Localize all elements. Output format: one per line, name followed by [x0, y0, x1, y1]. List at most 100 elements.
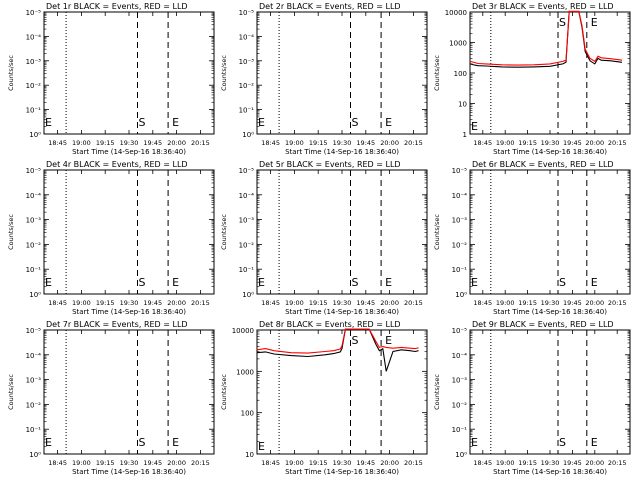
x-axis-label: Start Time (14-Sep-16 18:36:40) — [72, 308, 186, 316]
marker-label-2: S — [139, 276, 146, 289]
panel-title: Det 7r BLACK = Events, RED = LLD — [46, 320, 188, 329]
marker-label-2: S — [559, 276, 566, 289]
plot-frame — [469, 169, 631, 295]
y-tick-label: 10⁻⁵ — [26, 167, 42, 175]
x-tick-label: 19:15 — [309, 459, 328, 467]
x-tick-label: 20:15 — [608, 139, 627, 147]
y-tick-label: 10⁻² — [452, 401, 468, 409]
y-tick-label: 10⁻² — [26, 241, 42, 249]
marker-label-1: E — [258, 276, 265, 289]
panel-title: Det 2r BLACK = Events, RED = LLD — [259, 2, 401, 11]
marker-label-3: E — [172, 436, 179, 449]
y-tick-label: 10⁻³ — [239, 58, 255, 66]
x-tick-label: 18:45 — [48, 459, 67, 467]
plot-frame — [43, 11, 215, 135]
x-tick-label: 20:15 — [608, 459, 627, 467]
x-tick-label: 19:00 — [285, 139, 304, 147]
x-tick-label: 20:15 — [191, 299, 210, 307]
y-tick-label: 10⁻² — [239, 241, 255, 249]
x-tick-label: 19:45 — [356, 139, 375, 147]
x-tick-label: 19:45 — [143, 299, 162, 307]
y-tick-label: 10000 — [232, 327, 254, 335]
marker-label-1: E — [471, 120, 478, 133]
y-tick-label: 10⁰ — [29, 131, 41, 139]
panel-7: Det 7r BLACK = Events, RED = LLD Start Ti… — [7, 320, 215, 476]
y-tick-label: 10⁰ — [455, 451, 467, 459]
x-axis-label: Start Time (14-Sep-16 18:36:40) — [285, 308, 399, 316]
y-tick-label: 1000 — [449, 40, 467, 48]
x-tick-label: 18:45 — [48, 299, 67, 307]
y-tick-label: 10⁻⁵ — [452, 327, 468, 335]
x-tick-label: 19:00 — [72, 299, 91, 307]
panel-title: Det 1r BLACK = Events, RED = LLD — [46, 2, 188, 11]
x-tick-label: 20:00 — [380, 459, 399, 467]
y-tick-label: 10⁻³ — [26, 58, 42, 66]
x-tick-label: 19:45 — [563, 139, 582, 147]
y-tick-label: 10⁻¹ — [26, 107, 42, 115]
x-tick-label: 19:30 — [541, 459, 560, 467]
x-tick-label: 20:15 — [191, 459, 210, 467]
plot-frame — [256, 11, 428, 135]
x-tick-label: 20:15 — [404, 139, 423, 147]
x-tick-label: 19:45 — [563, 299, 582, 307]
x-tick-label: 20:00 — [380, 299, 399, 307]
y-tick-label: 10⁻³ — [239, 217, 255, 225]
marker-label-3: E — [172, 116, 179, 129]
x-tick-label: 19:45 — [563, 459, 582, 467]
x-tick-label: 20:00 — [167, 299, 186, 307]
y-tick-label: 10⁻⁵ — [239, 167, 255, 175]
y-tick-label: 10⁻³ — [26, 377, 42, 385]
y-tick-label: 1000 — [236, 368, 254, 376]
y-tick-label: 1 — [463, 131, 467, 139]
panel-8: Det 8r BLACK = Events, RED = LLD Start Ti… — [220, 320, 428, 476]
x-tick-label: 19:00 — [285, 459, 304, 467]
x-tick-label: 19:15 — [309, 139, 328, 147]
x-tick-label: 19:30 — [120, 459, 139, 467]
x-tick-label: 20:00 — [585, 139, 604, 147]
x-tick-label: 19:00 — [285, 299, 304, 307]
y-tick-label: 10⁻² — [26, 401, 42, 409]
marker-label-2: S — [559, 16, 566, 29]
x-tick-label: 20:00 — [167, 459, 186, 467]
x-tick-label: 19:45 — [356, 299, 375, 307]
y-tick-label: 10⁰ — [242, 291, 254, 299]
x-tick-label: 20:15 — [404, 459, 423, 467]
x-tick-label: 19:30 — [333, 139, 352, 147]
x-axis-label: Start Time (14-Sep-16 18:36:40) — [285, 148, 399, 156]
y-tick-label: 10⁻² — [239, 82, 255, 90]
marker-label-2: S — [139, 436, 146, 449]
marker-label-3: E — [385, 116, 392, 129]
x-tick-label: 19:15 — [96, 459, 115, 467]
panel-title: Det 6r BLACK = Events, RED = LLD — [472, 160, 614, 169]
x-tick-label: 19:30 — [541, 139, 560, 147]
x-tick-label: 18:45 — [473, 299, 492, 307]
y-tick-label: 10⁻⁴ — [239, 192, 255, 200]
marker-label-2: S — [139, 116, 146, 129]
y-tick-label: 10⁻¹ — [26, 426, 42, 434]
series-line-1 — [469, 10, 623, 68]
x-tick-label: 19:45 — [356, 459, 375, 467]
plot-frame — [43, 329, 215, 455]
x-tick-label: 19:00 — [496, 459, 515, 467]
x-tick-label: 19:30 — [333, 459, 352, 467]
plot-frame — [43, 169, 215, 295]
marker-label-2: S — [352, 334, 359, 347]
y-tick-label: 10⁻⁴ — [239, 33, 255, 41]
y-tick-label: 10⁻⁴ — [452, 352, 468, 360]
marker-label-1: E — [45, 276, 52, 289]
x-axis-label: Start Time (14-Sep-16 18:36:40) — [493, 308, 607, 316]
x-tick-label: 19:15 — [518, 459, 537, 467]
y-tick-label: 10⁻⁵ — [452, 167, 468, 175]
panel-title: Det 9r BLACK = Events, RED = LLD — [472, 320, 614, 329]
panel-title: Det 4r BLACK = Events, RED = LLD — [46, 160, 188, 169]
x-tick-label: 19:30 — [541, 299, 560, 307]
y-tick-label: 10⁻¹ — [452, 266, 468, 274]
marker-label-1: E — [471, 276, 478, 289]
y-axis-label: Counts/sec — [433, 214, 441, 250]
x-tick-label: 20:15 — [191, 139, 210, 147]
y-tick-label: 10⁰ — [29, 291, 41, 299]
plot-frame — [469, 11, 631, 135]
x-tick-label: 19:00 — [72, 139, 91, 147]
marker-label-1: E — [258, 440, 265, 453]
panel-2: Det 2r BLACK = Events, RED = LLD Start Ti… — [220, 2, 428, 156]
